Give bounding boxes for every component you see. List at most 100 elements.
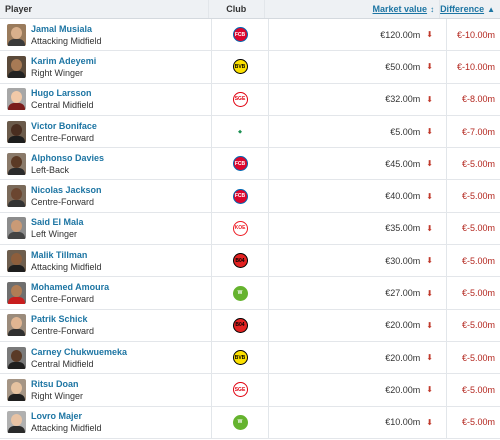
market-value-cell: €40.00m ⬇ [269, 180, 447, 212]
player-photo[interactable] [7, 249, 26, 272]
table-row: Jamal Musiala Attacking Midfield FCB €12… [0, 19, 500, 52]
club-cell: BVB [212, 341, 269, 374]
market-value: €35.00m [385, 223, 421, 234]
market-value-cell: €35.00m ⬇ [269, 212, 447, 245]
market-value-cell: €27.00m ⬇ [269, 277, 447, 309]
player-photo[interactable] [7, 23, 26, 46]
club-cell: B04 [212, 309, 269, 341]
market-value: €45.00m [385, 158, 421, 169]
player-name-link[interactable]: Hugo Larsson [31, 88, 92, 99]
player-photo[interactable] [7, 152, 26, 175]
arrow-down-icon: ⬇ [426, 191, 433, 201]
player-name-link[interactable]: Said El Mala [31, 217, 84, 228]
player-position: Right Winger [31, 67, 84, 78]
player-name-link[interactable]: Patrik Schick [31, 314, 88, 325]
vfl-wolfsburg-logo-icon[interactable]: W [232, 414, 248, 430]
player-info: Mohamed Amoura Centre-Forward [31, 281, 109, 305]
player-name-link[interactable]: Nicolas Jackson [31, 185, 102, 196]
sort-difference-link[interactable]: Difference [440, 4, 485, 14]
difference-value: €-5.00m [461, 191, 495, 202]
bayer-leverkusen-logo-icon[interactable]: B04 [232, 253, 248, 269]
player-photo[interactable] [7, 185, 26, 208]
player-name-link[interactable]: Jamal Musiala [31, 23, 93, 34]
club-cell: ◆ [212, 115, 269, 148]
bayern-munich-logo-icon[interactable]: FCB [232, 156, 248, 172]
arrow-down-icon: ⬇ [426, 94, 433, 104]
eintracht-frankfurt-logo-icon[interactable]: SGE [232, 91, 248, 107]
difference-value: €-7.00m [461, 126, 495, 137]
player-position: Left Winger [31, 229, 78, 240]
bayern-munich-logo-icon[interactable]: FCB [232, 188, 248, 204]
difference-cell: €-5.00m [447, 148, 500, 179]
difference-cell: €-5.00m [447, 407, 500, 438]
borussia-dortmund-logo-icon[interactable]: BVB [232, 350, 248, 366]
market-value-cell: €10.00m ⬇ [269, 406, 447, 438]
player-name-link[interactable]: Ritsu Doan [31, 378, 79, 389]
bayern-munich-logo-icon[interactable]: FCB [232, 27, 248, 43]
fc-koln-logo-icon[interactable]: KOE [232, 220, 248, 236]
table-row: Karim Adeyemi Right Winger BVB €50.00m ⬇… [0, 51, 500, 84]
table-row: Said El Mala Left Winger KOE €35.00m ⬇ €… [0, 212, 500, 246]
player-photo[interactable] [7, 346, 26, 369]
market-value-cell: €120.00m ⬇ [269, 19, 447, 51]
difference-value: €-10.00m [456, 29, 495, 40]
player-name-link[interactable]: Mohamed Amoura [31, 282, 110, 293]
eintracht-frankfurt-logo-icon[interactable]: SGE [232, 382, 248, 398]
player-name-link[interactable]: Alphonso Davies [31, 152, 105, 163]
player-info: Ritsu Doan Right Winger [31, 378, 83, 402]
sort-asc-icon[interactable]: ▲ [487, 4, 495, 14]
werder-bremen-logo-icon[interactable]: ◆ [232, 124, 248, 140]
player-cell: Ritsu Doan Right Winger [0, 374, 212, 406]
player-name-link[interactable]: Malik Tillman [31, 249, 88, 260]
player-position: Attacking Midfield [31, 261, 102, 272]
table-row: Nicolas Jackson Centre-Forward FCB €40.0… [0, 180, 500, 213]
arrow-down-icon: ⬇ [426, 288, 433, 298]
market-value: €40.00m [385, 191, 421, 202]
player-photo[interactable] [7, 314, 26, 337]
player-info: Victor Boniface Centre-Forward [31, 120, 97, 144]
arrow-down-icon: ⬇ [426, 256, 433, 266]
player-photo[interactable] [7, 217, 26, 240]
player-photo[interactable] [7, 411, 26, 434]
player-photo[interactable] [7, 88, 26, 111]
table-body: Jamal Musiala Attacking Midfield FCB €12… [0, 19, 500, 439]
arrow-down-icon: ⬇ [426, 62, 433, 72]
bayer-leverkusen-logo-icon[interactable]: B04 [232, 317, 248, 333]
market-value: €5.00m [390, 126, 421, 137]
player-photo[interactable] [7, 378, 26, 401]
table-row: Victor Boniface Centre-Forward ◆ €5.00m … [0, 115, 500, 149]
player-photo[interactable] [7, 55, 26, 78]
header-player: Player [0, 0, 209, 18]
player-cell: Said El Mala Left Winger [0, 212, 212, 245]
market-value-cell: €30.00m ⬇ [269, 245, 447, 277]
player-cell: Patrik Schick Centre-Forward [0, 309, 212, 341]
table-row: Ritsu Doan Right Winger SGE €20.00m ⬇ €-… [0, 374, 500, 407]
sort-both-icon[interactable]: ↕ [430, 4, 435, 14]
difference-cell: €-5.00m [447, 277, 500, 308]
player-position: Centre-Forward [31, 294, 95, 305]
borussia-dortmund-logo-icon[interactable]: BVB [232, 59, 248, 75]
difference-value: €-5.00m [461, 320, 495, 331]
club-cell: SGE [212, 374, 269, 406]
table-row: Lovro Majer Attacking Midfield W €10.00m… [0, 406, 500, 439]
difference-cell: €-5.00m [447, 245, 500, 276]
market-value: €20.00m [385, 384, 421, 395]
player-name-link[interactable]: Carney Chukwuemeka [31, 346, 128, 357]
player-cell: Mohamed Amoura Centre-Forward [0, 277, 212, 309]
club-cell: BVB [212, 51, 269, 83]
club-cell: SGE [212, 83, 269, 115]
player-name-link[interactable]: Victor Boniface [31, 120, 97, 131]
vfl-wolfsburg-logo-icon[interactable]: W [232, 285, 248, 301]
club-cell: FCB [212, 19, 269, 51]
player-name-link[interactable]: Lovro Majer [31, 411, 83, 422]
player-photo[interactable] [7, 282, 26, 305]
player-cell: Malik Tillman Attacking Midfield [0, 245, 212, 277]
market-value-cell: €5.00m ⬇ [269, 115, 447, 148]
header-club: Club [209, 0, 265, 18]
player-photo[interactable] [7, 120, 26, 143]
sort-market-value-link[interactable]: Market value [372, 4, 428, 14]
difference-value: €-10.00m [456, 61, 495, 72]
player-name-link[interactable]: Karim Adeyemi [31, 55, 97, 66]
player-info: Lovro Majer Attacking Midfield [31, 410, 102, 434]
arrow-down-icon: ⬇ [426, 320, 433, 330]
